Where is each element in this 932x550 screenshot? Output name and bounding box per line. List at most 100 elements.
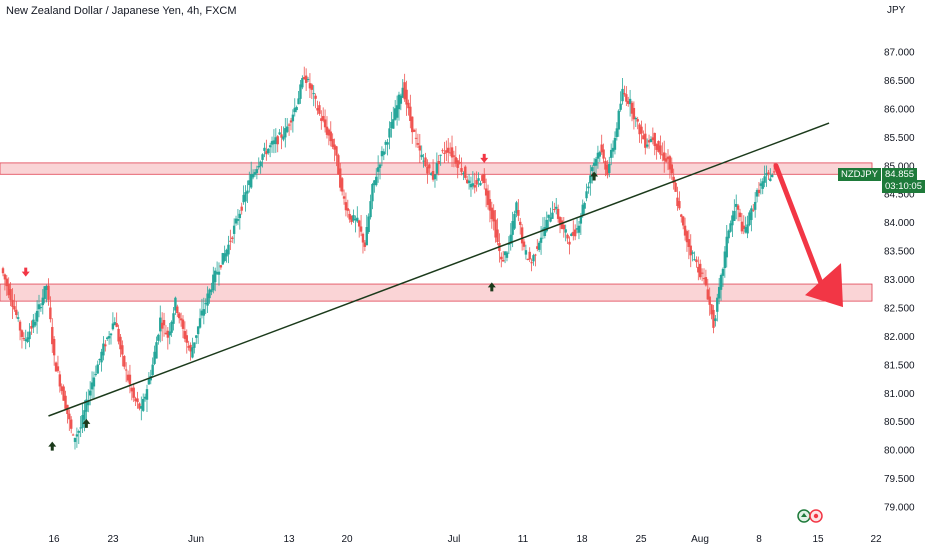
candle-body xyxy=(761,181,764,189)
candle-body xyxy=(532,255,535,262)
candle-body xyxy=(119,336,122,350)
candle-body xyxy=(3,274,7,280)
tradingview-logo-icon xyxy=(797,509,823,523)
candle-body xyxy=(708,296,711,305)
candle-body xyxy=(560,220,564,229)
candle-body xyxy=(439,154,442,156)
candle-body xyxy=(467,180,471,184)
y-tick-label: 83.500 xyxy=(884,247,915,258)
candle-body xyxy=(316,108,319,111)
candle-body xyxy=(757,189,761,194)
candle-body xyxy=(231,237,234,239)
candle-body xyxy=(465,179,469,184)
candle-body xyxy=(456,160,459,168)
candle-body xyxy=(661,154,664,156)
candle-body xyxy=(384,141,387,145)
candle-body xyxy=(121,345,124,355)
candle-body xyxy=(403,82,406,100)
candle-body xyxy=(160,322,164,329)
candle-body xyxy=(198,318,202,328)
candle-body xyxy=(259,161,262,167)
candle-body xyxy=(621,88,624,102)
candle-body xyxy=(58,374,62,387)
candle-body xyxy=(767,172,770,175)
candle-body xyxy=(598,152,602,157)
candle-body xyxy=(642,135,645,140)
candle-body xyxy=(176,306,179,314)
candle-body xyxy=(604,160,607,170)
candle-body xyxy=(738,212,742,218)
candle-body xyxy=(625,94,628,102)
candle-body xyxy=(164,332,168,335)
candle-body xyxy=(157,334,160,341)
candle-body xyxy=(771,174,774,178)
candle-body xyxy=(340,178,344,192)
candle-body xyxy=(130,387,134,392)
candle-body xyxy=(627,100,630,104)
candle-body xyxy=(367,216,370,233)
candle-body xyxy=(606,164,609,176)
candle-body xyxy=(543,227,547,237)
candle-body xyxy=(386,142,389,145)
candle-body xyxy=(759,183,763,186)
candle-body xyxy=(719,274,723,290)
candle-body xyxy=(481,175,484,181)
candle-body xyxy=(699,263,702,278)
candle-body xyxy=(87,401,90,406)
candle-body xyxy=(28,331,31,340)
candle-body xyxy=(83,410,86,420)
x-tick-label: 15 xyxy=(812,534,824,545)
candle-body xyxy=(657,141,660,152)
candle-body xyxy=(30,326,33,329)
candle-body xyxy=(490,207,494,220)
candle-body xyxy=(687,239,691,247)
candle-body xyxy=(102,343,105,356)
candle-body xyxy=(15,309,18,316)
y-tick-label: 86.000 xyxy=(884,104,915,115)
candle-body xyxy=(113,322,116,326)
candle-body xyxy=(37,304,41,310)
candle-body xyxy=(363,242,367,247)
candle-body xyxy=(134,398,137,402)
candle-body xyxy=(505,252,509,258)
candle-body xyxy=(585,191,588,199)
candle-body xyxy=(56,366,60,371)
candle-body xyxy=(475,180,478,185)
candle-body xyxy=(200,310,204,316)
candle-body xyxy=(725,236,728,258)
y-tick-label: 80.000 xyxy=(884,446,915,457)
candle-body xyxy=(556,208,560,219)
candle-body xyxy=(547,214,550,218)
candle-body xyxy=(227,244,230,255)
candle-body xyxy=(395,105,399,118)
candle-body xyxy=(60,386,63,391)
candle-body xyxy=(640,126,643,134)
candle-body xyxy=(162,320,166,326)
candle-body xyxy=(418,145,422,151)
candle-body xyxy=(111,323,115,330)
candle-body xyxy=(712,309,715,328)
candle-body xyxy=(356,217,359,222)
candle-body xyxy=(304,75,308,83)
price-axis-unit: JPY xyxy=(887,5,906,16)
candle-body xyxy=(772,171,776,173)
candle-body xyxy=(106,337,109,339)
candle-body xyxy=(354,218,357,221)
candle-body xyxy=(16,317,20,319)
candle-body xyxy=(623,93,626,95)
candle-body xyxy=(35,310,39,322)
candle-body xyxy=(564,229,567,233)
candle-body xyxy=(136,398,139,403)
candle-body xyxy=(638,124,641,135)
candle-body xyxy=(731,215,734,226)
candle-body xyxy=(645,144,649,147)
candle-body xyxy=(183,331,187,339)
candle-body xyxy=(486,190,490,205)
candle-body xyxy=(145,389,149,400)
candle-body xyxy=(573,229,577,237)
candle-body xyxy=(591,167,594,172)
candle-body xyxy=(223,253,226,261)
candle-body xyxy=(431,171,435,180)
candle-body xyxy=(414,137,418,139)
